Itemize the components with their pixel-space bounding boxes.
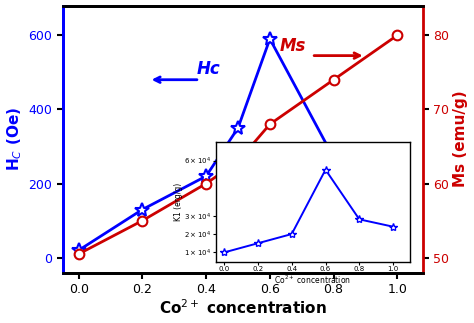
- X-axis label: Co$^{2+}$ concentration: Co$^{2+}$ concentration: [274, 274, 351, 286]
- Text: Ms: Ms: [280, 37, 306, 55]
- X-axis label: Co$^{2+}$ concentration: Co$^{2+}$ concentration: [159, 299, 327, 318]
- Text: Hc: Hc: [197, 60, 220, 78]
- Y-axis label: H$_C$ (Oe): H$_C$ (Oe): [6, 107, 24, 171]
- Y-axis label: Ms (emu/g): Ms (emu/g): [454, 91, 468, 187]
- Y-axis label: K1 (erg/g): K1 (erg/g): [173, 183, 182, 221]
